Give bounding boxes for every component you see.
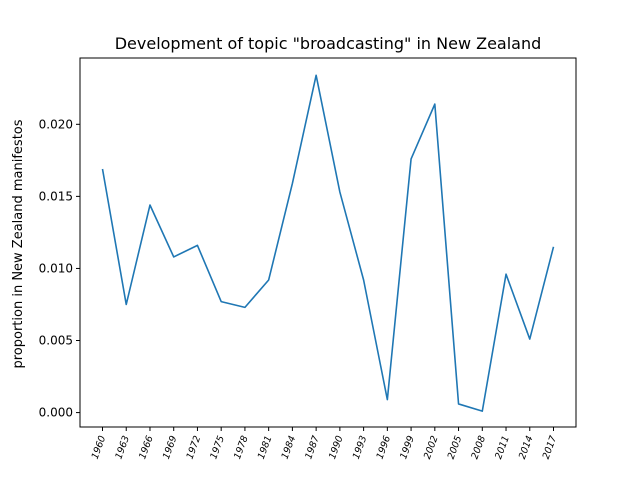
- x-tick-label: 1969: [161, 434, 180, 460]
- x-tick-label: 2011: [493, 434, 512, 460]
- x-tick-label: 1996: [375, 434, 394, 460]
- x-tick-label: 1999: [398, 434, 417, 460]
- y-tick-label: 0.010: [39, 261, 73, 275]
- x-tick-label: 2005: [446, 434, 465, 460]
- x-tick-label: 2002: [422, 434, 441, 460]
- axes-frame: [79, 57, 577, 428]
- x-tick-label: 2008: [469, 434, 488, 460]
- y-tick-label: 0.000: [39, 406, 73, 420]
- x-tick-label: 1984: [280, 434, 299, 460]
- x-tick-label: 1993: [351, 434, 370, 460]
- x-tick-label: 1981: [256, 434, 275, 460]
- x-tick-label: 1972: [185, 434, 204, 460]
- chart-title: Development of topic "broadcasting" in N…: [115, 34, 542, 53]
- y-axis-title: proportion in New Zealand manifestos: [11, 119, 26, 368]
- y-tick-label: 0.005: [39, 334, 73, 348]
- x-tick-label: 1978: [232, 434, 251, 460]
- x-tick-label: 2014: [517, 434, 536, 460]
- y-tick-label: 0.015: [39, 189, 73, 203]
- x-tick-label: 1990: [327, 434, 346, 460]
- x-tick-label: 1960: [90, 434, 109, 460]
- x-tick-label: 1963: [113, 434, 132, 460]
- x-tick-label: 1966: [137, 434, 156, 460]
- x-tick-label: 2017: [541, 434, 560, 460]
- x-tick-label: 1987: [303, 434, 322, 460]
- y-tick-label: 0.020: [39, 117, 73, 131]
- series-line: [101, 74, 555, 412]
- plot-area: 0.000 0.005 0.010 0.015 0.020 1960 1963 1966 196…: [39, 57, 577, 461]
- x-tick-label: 1975: [208, 434, 227, 460]
